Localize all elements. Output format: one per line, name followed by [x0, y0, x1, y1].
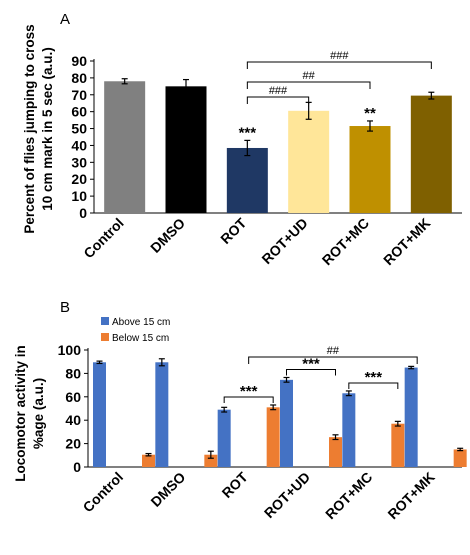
x-tick-label: Control	[80, 469, 127, 516]
comparison-bracket-0	[246, 96, 310, 104]
y-tick-label: 40	[65, 412, 81, 428]
panel-a: A Percent of flies jumping to cross 10 cm …	[22, 11, 462, 268]
y-tick-label: 0	[73, 459, 81, 475]
bar-1-3	[329, 437, 342, 467]
significance-label: ***	[365, 369, 383, 386]
y-tick-label: 20	[65, 436, 81, 452]
y-axis-label-line-2: %age (a.u.)	[31, 378, 46, 449]
legend-swatch-1	[101, 333, 109, 341]
x-tick-label: ROT	[217, 214, 250, 247]
x-tick-label: Control	[80, 215, 127, 262]
y-tick-label: 20	[71, 171, 87, 187]
legend-label: Above 15 cm	[112, 317, 170, 328]
y-tick-label: 60	[71, 104, 87, 120]
y-tick-label: 90	[71, 53, 87, 69]
x-tick-label: ROT+UD	[258, 215, 310, 267]
bar-2	[226, 147, 268, 213]
x-tick-label: ROT+MK	[380, 215, 433, 268]
y-tick-label: 0	[79, 205, 87, 221]
bar-3	[288, 110, 330, 213]
bar-0-5	[404, 367, 418, 467]
panel-label: A	[60, 11, 70, 28]
y-tick-label: 100	[58, 342, 82, 358]
x-tick-label: ROT+UD	[261, 469, 313, 521]
y-tick-label: 40	[71, 137, 87, 153]
panel-b: B Locomotor activity in %age (a.u.) 0 20 40 60…	[13, 299, 467, 522]
y-tick-label: 70	[71, 87, 87, 103]
y-axis-label-line-2: 10 cm mark in 5 sec (a.u.)	[40, 47, 55, 211]
x-tick-label: DMSO	[147, 469, 188, 510]
bar-4	[349, 126, 391, 213]
bar-0-0	[93, 362, 106, 467]
pair-bracket-0	[223, 396, 274, 403]
comparison-label: ###	[269, 85, 288, 97]
comparison-label: ###	[330, 50, 349, 62]
significance-label: **	[364, 105, 376, 122]
x-tick-label: ROT+MC	[322, 469, 375, 522]
comparison-bracket-0	[248, 356, 418, 364]
bar-1-4	[391, 423, 405, 467]
comparison-label: ##	[327, 345, 340, 357]
bar-5	[410, 95, 452, 213]
significance-label: ***	[240, 383, 258, 400]
bar-1-2	[266, 407, 280, 467]
y-axis-label-line-1: Locomotor activity in	[13, 345, 28, 482]
bar-1	[165, 86, 207, 213]
bar-1-1	[204, 454, 218, 467]
pair-bracket-1	[286, 368, 336, 376]
comparison-bracket-2	[246, 61, 432, 69]
x-tick-label: ROT+MK	[384, 469, 437, 522]
legend-swatch-0	[101, 317, 109, 325]
y-tick-label: 10	[71, 188, 87, 204]
comparison-bracket-1	[246, 81, 371, 89]
y-axis-label: Percent of flies jumping to cross 10 cm m…	[22, 24, 55, 233]
y-axis-label: Locomotor activity in %age (a.u.)	[13, 345, 46, 482]
x-tick-label: DMSO	[147, 215, 188, 256]
comparison-label: ##	[303, 70, 316, 82]
y-tick-label: 50	[71, 121, 87, 137]
panel-label: B	[60, 299, 70, 316]
legend-label: Below 15 cm	[112, 333, 169, 344]
x-tick-label: ROT+MC	[319, 215, 372, 268]
y-axis-label-line-1: Percent of flies jumping to cross	[22, 24, 37, 233]
significance-label: ***	[302, 355, 320, 372]
y-tick-label: 60	[65, 389, 81, 405]
bar-0-1	[155, 362, 169, 467]
bar-0	[104, 81, 146, 214]
x-tick-label: ROT	[219, 468, 252, 501]
y-tick-label: 80	[65, 365, 81, 381]
bar-0-4	[342, 393, 356, 467]
significance-label: ***	[239, 124, 257, 141]
pair-bracket-2	[348, 382, 399, 389]
bar-1-0	[142, 454, 155, 467]
bar-0-3	[280, 379, 293, 467]
bar-0-2	[217, 409, 231, 467]
y-tick-label: 30	[71, 154, 87, 170]
y-tick-label: 80	[71, 70, 87, 86]
bar-1-5	[453, 449, 467, 467]
